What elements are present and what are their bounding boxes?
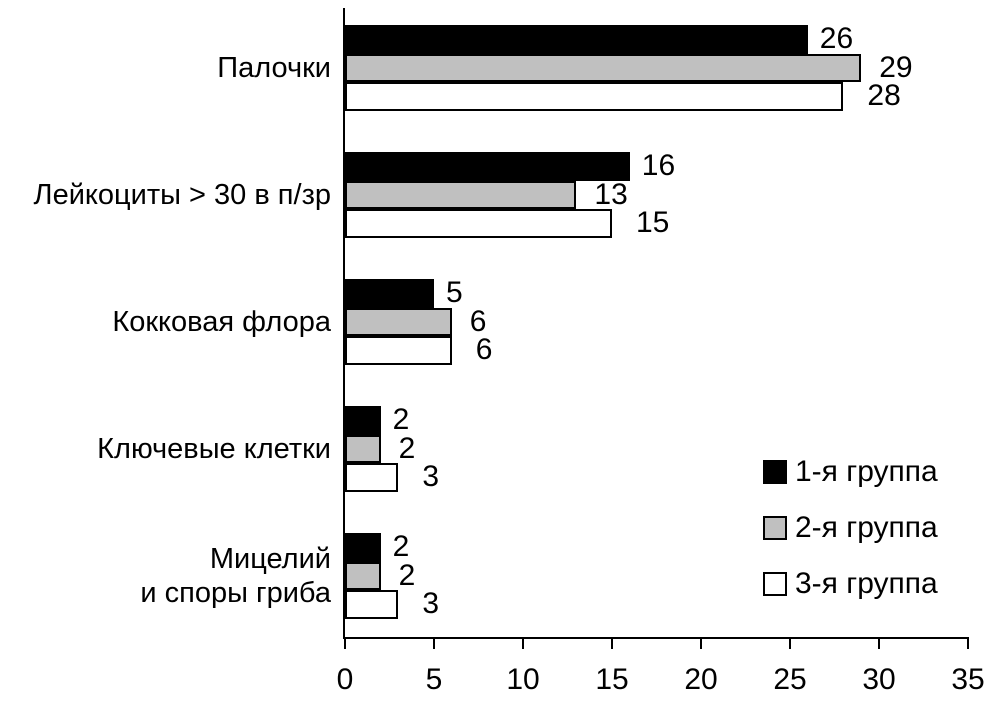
- bar-series2-cat4: [345, 434, 381, 463]
- bar-series1-cat3: [345, 279, 434, 308]
- category-label: Кокковая флора: [112, 305, 331, 338]
- bar-value-label: 3: [422, 587, 440, 620]
- x-axis-tick-label: 15: [595, 663, 629, 696]
- bar-series2-cat3: [345, 307, 452, 336]
- x-axis-tick-label: 30: [862, 663, 896, 696]
- bar-value-label: 2: [392, 530, 410, 563]
- category-axis: Палочки Лейкоциты > 30 в п/зр Кокковая фло…: [0, 0, 331, 712]
- category-label: Лейкоциты > 30 в п/зр: [33, 178, 331, 211]
- x-axis-tick-label: 25: [773, 663, 807, 696]
- legend-swatch-white: [763, 572, 787, 596]
- category-label: Ключевые клетки: [97, 432, 331, 465]
- bar-series2-cat1: [345, 53, 862, 82]
- bar-value-label: 2: [398, 558, 416, 592]
- bar-value-label: 2: [392, 403, 410, 436]
- category-label: Мицелий и споры гриба: [140, 542, 331, 609]
- bar-series1-cat4: [345, 406, 381, 435]
- plot-area: 26 29 28 16 13 15 5 6 6 2 2 3 2 2 3 0 5 10 15 20 25 30 35: [337, 8, 985, 696]
- legend-label: 1-я группа: [795, 455, 938, 488]
- bar-value-label: 6: [475, 333, 493, 366]
- bar-value-label: 26: [819, 22, 854, 55]
- bar-series3-cat5: [345, 590, 399, 619]
- bar-series1-cat1: [345, 25, 808, 54]
- legend-item-group2: 2-я группа: [763, 511, 938, 545]
- x-axis-tick: [344, 637, 346, 649]
- bar-series2-cat5: [345, 561, 381, 590]
- bar-series3-cat3: [345, 336, 452, 365]
- legend-swatch-gray: [763, 516, 787, 540]
- x-axis-tick: [789, 637, 791, 649]
- legend-swatch-black: [763, 460, 787, 484]
- legend-item-group3: 3-я группа: [763, 567, 938, 601]
- bar-series1-cat2: [345, 152, 630, 181]
- x-axis-tick-label: 35: [951, 663, 985, 696]
- bar-series3-cat1: [345, 82, 844, 111]
- bar-value-label: 15: [636, 206, 670, 239]
- x-axis-tick-label: 20: [684, 663, 718, 696]
- x-axis-tick-label: 5: [425, 663, 443, 696]
- bar-value-label: 2: [398, 431, 416, 465]
- x-axis-tick-label: 10: [506, 663, 540, 696]
- x-axis-tick: [522, 637, 524, 649]
- x-axis-tick: [433, 637, 435, 649]
- bar-value-label: 29: [879, 50, 913, 84]
- bar-value-label: 3: [422, 460, 440, 493]
- legend-label: 3-я группа: [795, 567, 938, 600]
- bar-series3-cat2: [345, 209, 612, 238]
- bar-series1-cat5: [345, 533, 381, 562]
- x-axis-tick: [611, 637, 613, 649]
- bar-value-label: 13: [594, 177, 628, 211]
- category-label: Палочки: [217, 51, 331, 84]
- x-axis-tick-label: 0: [336, 663, 354, 696]
- bar-series3-cat4: [345, 463, 399, 492]
- x-axis-tick: [700, 637, 702, 649]
- bar-value-label: 6: [469, 304, 487, 338]
- bar-series2-cat2: [345, 180, 577, 209]
- bar-value-label: 5: [446, 276, 463, 309]
- bar-value-label: 16: [641, 149, 676, 182]
- x-axis-tick: [878, 637, 880, 649]
- legend-item-group1: 1-я группа: [763, 455, 938, 489]
- x-axis-tick: [967, 637, 969, 649]
- legend-label: 2-я группа: [795, 511, 938, 544]
- legend: 1-я группа 2-я группа 3-я группа: [763, 455, 938, 601]
- bar-value-label: 28: [867, 79, 901, 112]
